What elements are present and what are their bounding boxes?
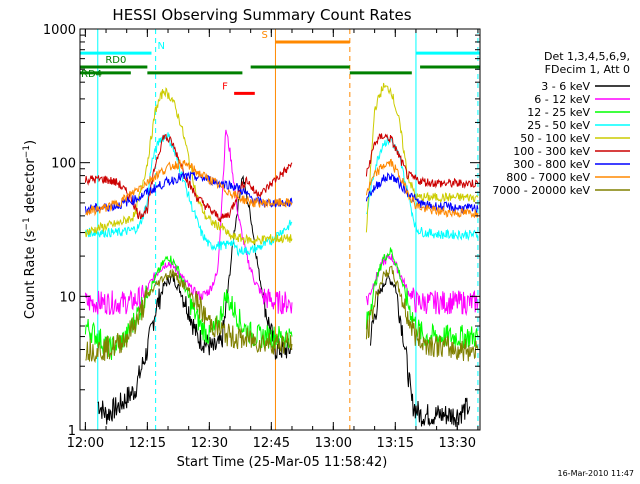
x-tick-label-6: 13:30 — [439, 436, 476, 451]
legend: Det 1,3,4,5,6,9,FDecim 1, Att 0 3 - 6 keV… — [492, 50, 630, 197]
x-tick-label-1: 12:15 — [129, 436, 166, 451]
y-axis-label-part-2: detector — [23, 158, 38, 218]
legend-label-3: 25 - 50 keV — [527, 119, 590, 132]
y-axis-label-part-1: −1 — [22, 217, 32, 230]
x-tick-label-2: 12:30 — [191, 436, 228, 451]
series-8-line-0 — [85, 268, 293, 364]
series-0-line-1 — [370, 272, 471, 427]
y-tick-label-0: 1 — [68, 424, 76, 439]
plot-frame — [79, 28, 481, 431]
series-7-line-0 — [85, 158, 293, 217]
y-tick-label-3: 1000 — [43, 23, 76, 38]
timestamp-label: 16-Mar-2010 11:47 — [558, 469, 635, 478]
y-axis: 1 10 100 1000 — [43, 23, 480, 439]
y-axis-label-part-0: Count Rate (s — [23, 230, 38, 319]
data-layer — [80, 29, 480, 430]
legend-label-2: 12 - 25 keV — [527, 106, 590, 119]
y-tick-label-1: 10 — [59, 290, 76, 305]
series-2-line-0 — [84, 255, 293, 361]
legend-label-4: 50 - 100 keV — [520, 132, 590, 145]
annotation-rd4-label: RD4 — [81, 69, 102, 80]
series-5-line-0 — [84, 133, 293, 223]
annotation-n-label: N — [157, 41, 164, 52]
legend-label-5: 100 - 300 keV — [513, 145, 590, 158]
x-tick-label-5: 13:15 — [377, 436, 414, 451]
series-7 — [85, 158, 479, 219]
series-5-line-1 — [365, 133, 479, 190]
annotation-s-label: S — [261, 30, 267, 41]
plot-area — [80, 29, 480, 430]
series-8 — [85, 265, 479, 364]
series-2-line-1 — [365, 247, 479, 349]
series-0-line-0 — [97, 174, 293, 425]
legend-label-8: 7000 - 20000 keV — [492, 184, 590, 197]
series-6-line-1 — [365, 172, 479, 214]
series-5 — [84, 133, 479, 223]
annotation-f-label: F — [222, 81, 228, 92]
series-1-line-0 — [84, 129, 293, 316]
series-3-line-0 — [84, 132, 293, 257]
y-axis-label: Count Rate (s−1 detector−1) — [22, 140, 38, 319]
y-axis-label-part-3: −1 — [22, 145, 32, 158]
legend-label-0: 3 - 6 keV — [541, 80, 590, 93]
series-0 — [97, 174, 471, 427]
x-tick-label-0: 12:00 — [67, 436, 104, 451]
y-tick-label-2: 100 — [51, 157, 76, 172]
y-axis-label-part-4: ) — [23, 140, 38, 145]
legend-header-1: FDecim 1, Att 0 — [545, 63, 630, 76]
legend-label-7: 800 - 7000 keV — [506, 171, 590, 184]
legend-label-1: 6 - 12 keV — [534, 93, 590, 106]
legend-label-6: 300 - 800 keV — [513, 158, 590, 171]
chart-title: HESSI Observing Summary Count Rates — [112, 6, 411, 24]
series-7-line-1 — [365, 158, 479, 219]
series-3 — [84, 132, 479, 257]
x-axis: 12:00 12:15 12:30 12:45 13:00 13:15 13:30 — [67, 29, 479, 451]
x-tick-label-4: 13:00 — [315, 436, 352, 451]
x-axis-label: Start Time (25-Mar-05 11:58:42) — [177, 455, 388, 470]
series-4-line-0 — [84, 87, 293, 246]
series-8-line-1 — [365, 265, 479, 362]
legend-header-0: Det 1,3,4,5,6,9, — [544, 50, 630, 63]
x-tick-label-3: 12:45 — [253, 436, 290, 451]
series-2 — [84, 247, 479, 361]
series-3-line-1 — [365, 136, 479, 241]
annotation-rd0-label: RD0 — [105, 55, 126, 66]
